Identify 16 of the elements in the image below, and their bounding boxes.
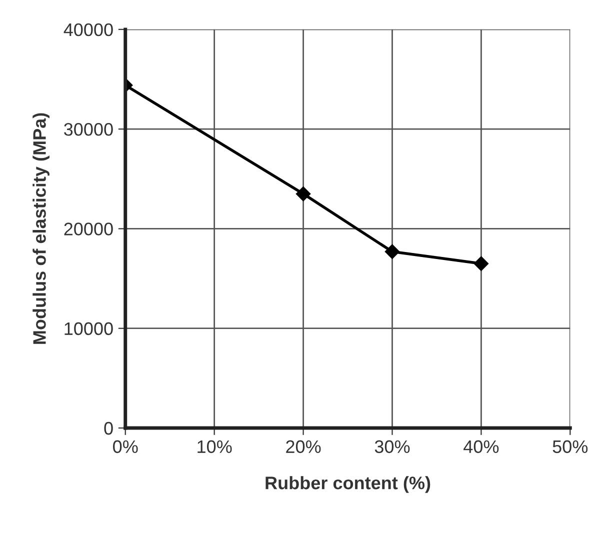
x-tick-label: 30% bbox=[374, 440, 410, 454]
y-axis-title: Modulus of elasticity (MPa) bbox=[32, 113, 50, 344]
point bbox=[384, 244, 400, 260]
y-tick-label: 40000 bbox=[64, 23, 113, 36]
x-tick-label: 20% bbox=[286, 440, 321, 454]
x-tick-label: 40% bbox=[464, 440, 499, 454]
y-tick-label: 0 bbox=[104, 422, 113, 435]
x-axis-title: Rubber content (%) bbox=[266, 476, 430, 493]
x-tick-label: 0% bbox=[113, 440, 138, 454]
point bbox=[296, 186, 311, 202]
y-tick-label: 10000 bbox=[64, 322, 113, 336]
point bbox=[474, 256, 489, 271]
y-tick-label: 20000 bbox=[64, 222, 113, 236]
x-tick-label: 50% bbox=[552, 440, 588, 454]
y-tick-label: 30000 bbox=[64, 123, 113, 136]
x-tick-label: 10% bbox=[198, 440, 232, 454]
